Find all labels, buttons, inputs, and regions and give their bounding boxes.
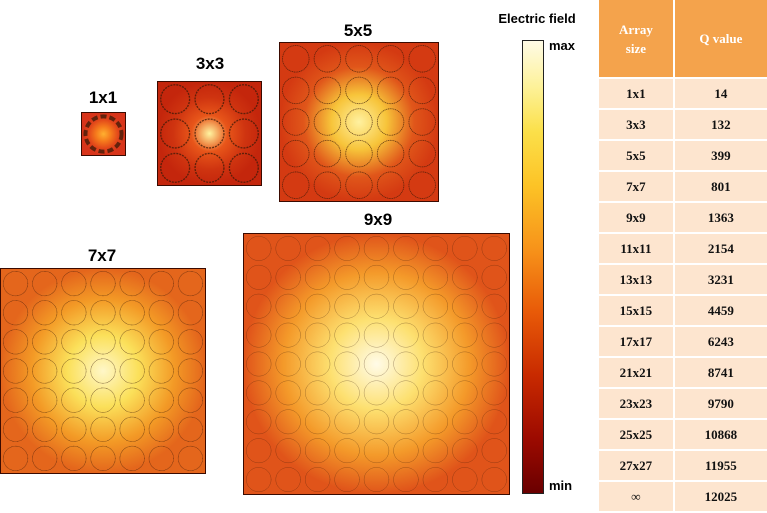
header-q-value: Q value <box>673 0 767 79</box>
cell-q-value: 11955 <box>673 450 767 482</box>
cell-q-value: 4459 <box>673 295 767 327</box>
colorbar-min-label: min <box>549 478 573 493</box>
array-9x9-field-map <box>243 233 510 495</box>
table-row: ∞ 12025 <box>599 481 767 513</box>
table-row: 15x15 4459 <box>599 295 767 327</box>
cell-array-size: ∞ <box>599 481 675 513</box>
array-1x1-field-map <box>81 112 126 156</box>
header-array-size-line2: size <box>625 40 647 56</box>
table-body: 1x1 14 3x3 132 5x5 399 7x7 801 9x9 1363 11x11 2154 1… <box>599 78 767 513</box>
array-3x3-field-map <box>157 81 262 186</box>
table-row: 11x11 2154 <box>599 233 767 265</box>
cell-array-size: 13x13 <box>599 264 675 296</box>
cell-array-size: 21x21 <box>599 357 675 389</box>
label-5x5: 5x5 <box>343 21 373 40</box>
table-header-row: Array size Q value <box>599 0 767 79</box>
cell-q-value: 2154 <box>673 233 767 265</box>
table-row: 13x13 3231 <box>599 264 767 296</box>
colorbar-max-label: max <box>549 38 576 53</box>
cell-array-size: 9x9 <box>599 202 675 234</box>
cell-array-size: 1x1 <box>599 78 675 110</box>
cell-q-value: 9790 <box>673 388 767 420</box>
array-5x5-field-map <box>279 42 439 202</box>
array-7x7-field-map <box>0 268 206 474</box>
cell-q-value: 132 <box>673 109 767 141</box>
cell-array-size: 23x23 <box>599 388 675 420</box>
table-row: 17x17 6243 <box>599 326 767 358</box>
cell-q-value: 12025 <box>673 481 767 513</box>
header-array-size-line1: Array <box>618 21 653 37</box>
cell-array-size: 27x27 <box>599 450 675 482</box>
cell-array-size: 15x15 <box>599 295 675 327</box>
label-1x1: 1x1 <box>88 88 118 107</box>
cell-q-value: 6243 <box>673 326 767 358</box>
table-row: 9x9 1363 <box>599 202 767 234</box>
colorbar-title: Electric field <box>498 11 576 26</box>
table-row: 5x5 399 <box>599 140 767 172</box>
cell-q-value: 14 <box>673 78 767 110</box>
cell-q-value: 8741 <box>673 357 767 389</box>
table-row: 27x27 11955 <box>599 450 767 482</box>
cell-q-value: 801 <box>673 171 767 203</box>
label-9x9: 9x9 <box>363 210 393 229</box>
colorbar <box>522 40 544 494</box>
cell-array-size: 3x3 <box>599 109 675 141</box>
cell-array-size: 11x11 <box>599 233 675 265</box>
header-array-size: Array size <box>599 0 675 79</box>
table-row: 23x23 9790 <box>599 388 767 420</box>
label-3x3: 3x3 <box>195 54 225 73</box>
table-row: 21x21 8741 <box>599 357 767 389</box>
cell-q-value: 10868 <box>673 419 767 451</box>
cell-array-size: 25x25 <box>599 419 675 451</box>
cell-q-value: 1363 <box>673 202 767 234</box>
cell-array-size: 7x7 <box>599 171 675 203</box>
cell-array-size: 5x5 <box>599 140 675 172</box>
table-row: 1x1 14 <box>599 78 767 110</box>
table-row: 25x25 10868 <box>599 419 767 451</box>
table-row: 3x3 132 <box>599 109 767 141</box>
q-value-table: Array size Q value 1x1 14 3x3 132 5x5 399 7x7 8… <box>599 0 767 513</box>
label-7x7: 7x7 <box>87 246 117 265</box>
cell-array-size: 17x17 <box>599 326 675 358</box>
cell-q-value: 399 <box>673 140 767 172</box>
table-row: 7x7 801 <box>599 171 767 203</box>
cell-q-value: 3231 <box>673 264 767 296</box>
